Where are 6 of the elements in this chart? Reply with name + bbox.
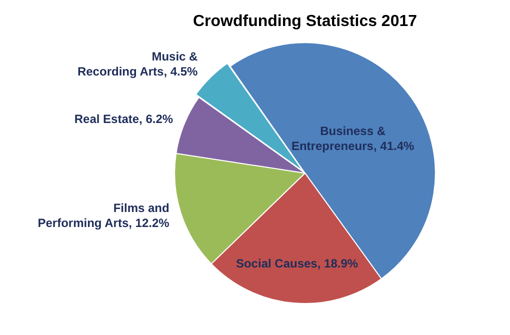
slice-label: Music & Recording Arts, 4.5% (77, 50, 198, 79)
chart-title: Crowdfunding Statistics 2017 (192, 13, 418, 30)
slice-label: Business & Entrepreneurs, 41.4% (291, 124, 414, 153)
slice-label: Social Causes, 18.9% (236, 256, 358, 270)
slice-label: Films and Performing Arts, 12.2% (38, 201, 170, 230)
slice-label: Real Estate, 6.2% (74, 112, 174, 126)
